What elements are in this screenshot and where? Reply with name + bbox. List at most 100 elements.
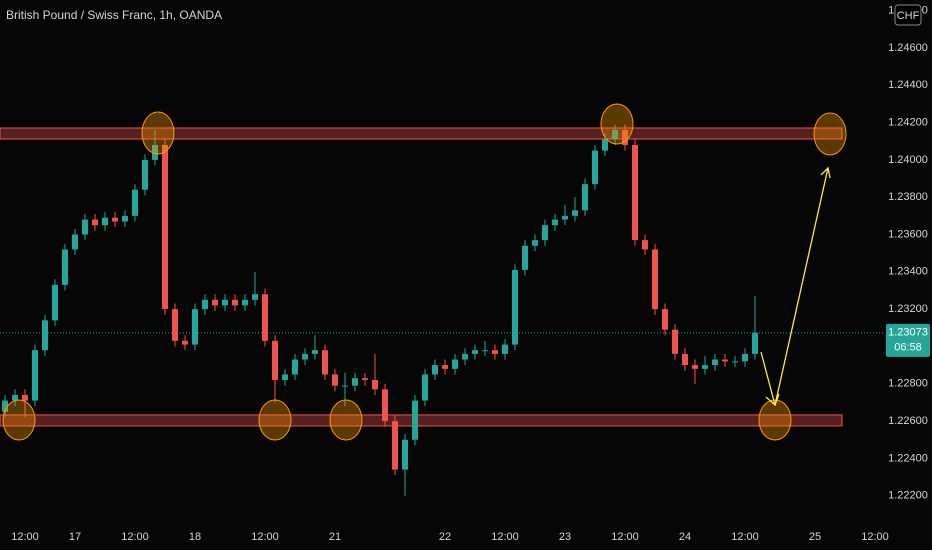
candle-body <box>672 329 678 354</box>
candle-body <box>652 249 658 310</box>
candle-body <box>132 189 138 216</box>
candle-body <box>122 215 128 222</box>
candle-body <box>622 130 628 145</box>
candle-body <box>682 353 688 366</box>
chart-title: British Pound / Swiss Franc, 1h, OANDA <box>6 8 222 22</box>
candle-body <box>452 359 458 369</box>
x-tick-label: 22 <box>439 531 451 543</box>
candle-body <box>392 421 398 470</box>
x-tick-label: 17 <box>69 531 81 543</box>
y-tick-label: 1.22600 <box>888 415 928 427</box>
circle-marker <box>141 111 175 155</box>
candle-body <box>732 361 738 363</box>
x-tick-label: 21 <box>329 531 341 543</box>
candle-body <box>322 350 328 375</box>
x-tick-label: 23 <box>559 531 571 543</box>
candle-body <box>532 240 538 246</box>
candle-body <box>492 350 498 354</box>
currency-box[interactable] <box>894 4 922 26</box>
y-tick-label: 1.24000 <box>888 154 928 166</box>
candle-body <box>362 378 368 381</box>
candle-body <box>562 215 568 220</box>
x-tick-label: 24 <box>679 531 691 543</box>
candle-body <box>482 350 488 352</box>
candle-body <box>642 240 648 250</box>
candle-body <box>102 217 108 226</box>
price-label-box <box>886 323 930 357</box>
y-tick-label: 1.22200 <box>888 490 928 502</box>
candle-body <box>472 350 478 354</box>
x-tick-label: 25 <box>809 531 821 543</box>
candle-body <box>22 394 28 401</box>
candle-body <box>352 378 358 386</box>
candle-body <box>42 320 48 351</box>
currency-label: CHF <box>897 10 920 22</box>
y-tick-label: 1.24600 <box>888 42 928 54</box>
candle-body <box>422 374 428 401</box>
candle-body <box>702 365 708 369</box>
x-tick-label: 12:00 <box>251 531 279 543</box>
candle-body <box>502 344 508 354</box>
circle-marker <box>758 399 792 441</box>
candle-body <box>252 294 258 300</box>
y-tick-label: 1.24400 <box>888 79 928 91</box>
zone <box>0 414 843 427</box>
candle-body <box>222 299 228 306</box>
candle-body <box>712 359 718 366</box>
x-tick-label: 12:00 <box>11 531 39 543</box>
arrow-head <box>820 166 831 179</box>
circle-marker <box>813 112 847 156</box>
y-tick-label: 1.24200 <box>888 116 928 128</box>
candle-body <box>202 299 208 310</box>
candle-body <box>462 353 468 360</box>
candle-body <box>32 350 38 401</box>
zone <box>0 127 843 140</box>
price-label: 1.23073 <box>888 327 928 339</box>
y-tick-label: 1.22800 <box>888 378 928 390</box>
candle-body <box>192 309 198 345</box>
candle-body <box>72 234 78 250</box>
x-tick-label: 12:00 <box>861 531 889 543</box>
candle-body <box>602 139 608 151</box>
candle-body <box>372 380 378 390</box>
candle-body <box>332 374 338 386</box>
arrow-head <box>765 393 780 407</box>
y-tick-label: 1.23200 <box>888 303 928 315</box>
y-tick-label: 1.23600 <box>888 228 928 240</box>
candle-body <box>142 159 148 190</box>
circle-marker <box>2 399 36 441</box>
candle-body <box>412 400 418 440</box>
candle-body <box>282 374 288 381</box>
candle-body <box>742 353 748 362</box>
candle-body <box>182 340 188 345</box>
circle-marker <box>258 399 292 441</box>
candle-body <box>692 365 698 369</box>
circle-marker <box>600 103 634 145</box>
candle-body <box>272 340 278 381</box>
candle-body <box>262 294 268 341</box>
candle-body <box>2 400 8 412</box>
candle-body <box>342 385 348 387</box>
candle-body <box>212 299 218 306</box>
candle-body <box>162 144 168 310</box>
y-tick-label: 1.22400 <box>888 452 928 464</box>
x-tick-label: 12:00 <box>491 531 519 543</box>
candle-body <box>62 249 68 285</box>
candle-body <box>92 219 98 226</box>
candle-body <box>522 245 528 270</box>
candle-body <box>52 284 58 321</box>
candle-body <box>612 130 618 140</box>
candle-body <box>572 210 578 216</box>
candle-body <box>82 219 88 235</box>
candle-body <box>542 225 548 241</box>
candle-body <box>12 394 18 401</box>
countdown-label: 06:58 <box>894 342 922 354</box>
x-tick-label: 12:00 <box>611 531 639 543</box>
candle-body <box>292 359 298 375</box>
candle-body <box>312 350 318 354</box>
candle-body <box>232 299 238 306</box>
candle-body <box>382 389 388 422</box>
candle-body <box>632 144 638 241</box>
